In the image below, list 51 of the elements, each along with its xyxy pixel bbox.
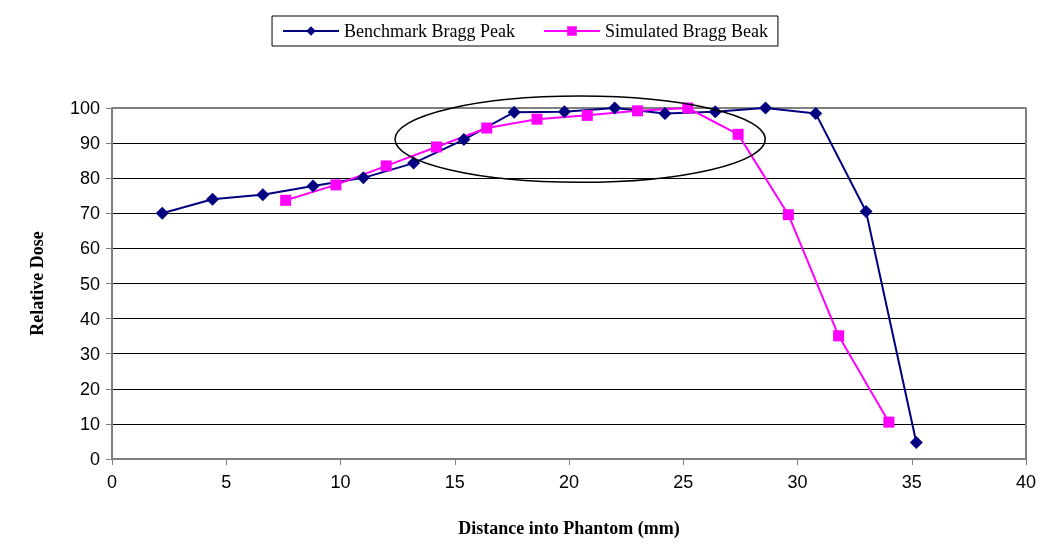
point xyxy=(457,133,471,147)
y-tick-label: 10 xyxy=(79,413,100,434)
point xyxy=(507,105,521,119)
y-tick-label: 0 xyxy=(89,449,100,469)
point xyxy=(608,101,622,115)
y-tick-label: 20 xyxy=(79,378,100,399)
x-tick-label: 35 xyxy=(901,472,922,492)
point xyxy=(306,179,320,193)
point xyxy=(859,205,873,219)
y-tick-label: 90 xyxy=(79,133,100,154)
point xyxy=(407,156,421,170)
point xyxy=(557,105,571,119)
point xyxy=(759,101,773,115)
y-tick-label: 70 xyxy=(79,203,100,224)
x-tick-label: 30 xyxy=(787,472,808,492)
y-tick-label: 50 xyxy=(79,273,100,294)
y-axis-title: Relative Dose xyxy=(27,231,47,336)
y-tick-label: 100 xyxy=(69,98,100,118)
point xyxy=(909,436,923,449)
point xyxy=(256,188,270,202)
point xyxy=(531,113,543,125)
point xyxy=(330,179,342,191)
y-tick-label: 60 xyxy=(79,238,100,259)
point xyxy=(155,206,169,220)
x-tick-label: 5 xyxy=(221,472,232,492)
x-tick-label: 15 xyxy=(444,472,465,492)
point xyxy=(356,171,370,185)
point xyxy=(380,160,392,172)
point xyxy=(782,209,794,221)
y-tick-label: 30 xyxy=(79,343,100,364)
legend-label: Simulated Bragg Beak xyxy=(604,21,768,41)
point xyxy=(481,122,493,134)
point xyxy=(658,107,672,121)
x-tick-label: 40 xyxy=(1015,472,1037,492)
x-tick-label: 20 xyxy=(558,472,580,492)
point xyxy=(581,109,593,121)
x-tick-label: 25 xyxy=(673,472,694,492)
point xyxy=(833,330,845,342)
x-tick-label: 0 xyxy=(106,472,118,492)
point xyxy=(732,128,744,140)
point xyxy=(280,194,292,206)
y-tick-label: 80 xyxy=(79,168,100,189)
legend-label: Benchmark Bragg Peak xyxy=(344,21,515,41)
point xyxy=(206,192,220,206)
x-axis-title: Distance into Phantom (mm) xyxy=(458,518,680,539)
point xyxy=(430,141,442,153)
y-tick-label: 40 xyxy=(79,308,100,329)
point xyxy=(632,105,644,117)
point xyxy=(809,107,823,121)
x-tick-label: 10 xyxy=(330,472,351,492)
point xyxy=(883,416,895,428)
